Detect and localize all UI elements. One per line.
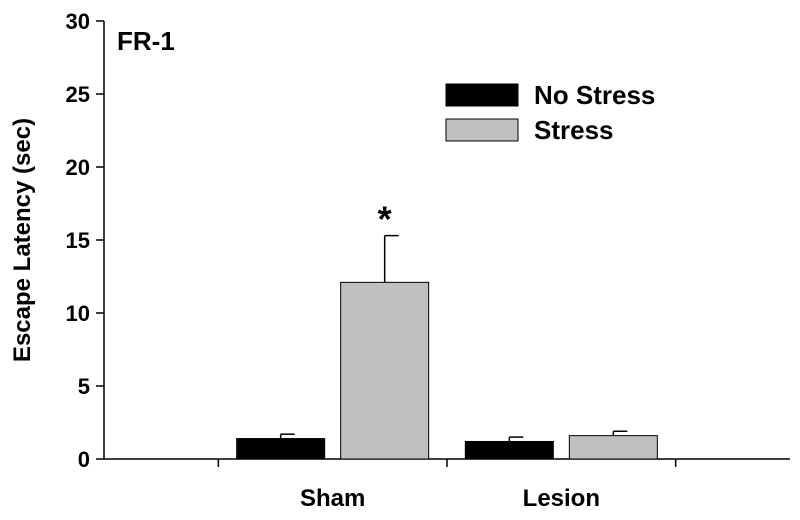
y-tick-label: 25 bbox=[66, 82, 90, 107]
category-labels: Sham Lesion bbox=[300, 485, 600, 512]
y-ticks: 0 5 10 15 20 25 30 bbox=[66, 9, 104, 472]
legend-label-stress: Stress bbox=[534, 115, 614, 145]
panel-label: FR-1 bbox=[117, 26, 175, 56]
y-tick-label: 20 bbox=[66, 155, 90, 180]
x-category-label: Sham bbox=[300, 485, 365, 512]
bar-sham-no-stress bbox=[236, 438, 326, 460]
legend-label-no-stress: No Stress bbox=[534, 80, 655, 110]
bar-lesion-no-stress bbox=[464, 440, 554, 460]
significance-marker: * bbox=[378, 199, 392, 240]
y-tick-label: 30 bbox=[66, 9, 90, 34]
legend-swatch-no-stress bbox=[445, 83, 519, 107]
legend-swatch-stress bbox=[445, 118, 519, 142]
bar-sham-stress bbox=[340, 281, 430, 460]
legend: No Stress Stress bbox=[445, 80, 655, 145]
y-axis-title: Escape Latency (sec) bbox=[9, 118, 36, 362]
bar-lesion-stress bbox=[568, 435, 658, 460]
x-category-label: Lesion bbox=[523, 485, 600, 512]
y-tick-label: 10 bbox=[66, 301, 90, 326]
y-tick-label: 15 bbox=[66, 228, 90, 253]
y-tick-label: 0 bbox=[78, 447, 90, 472]
y-tick-label: 5 bbox=[78, 374, 90, 399]
bars: * bbox=[236, 199, 658, 460]
